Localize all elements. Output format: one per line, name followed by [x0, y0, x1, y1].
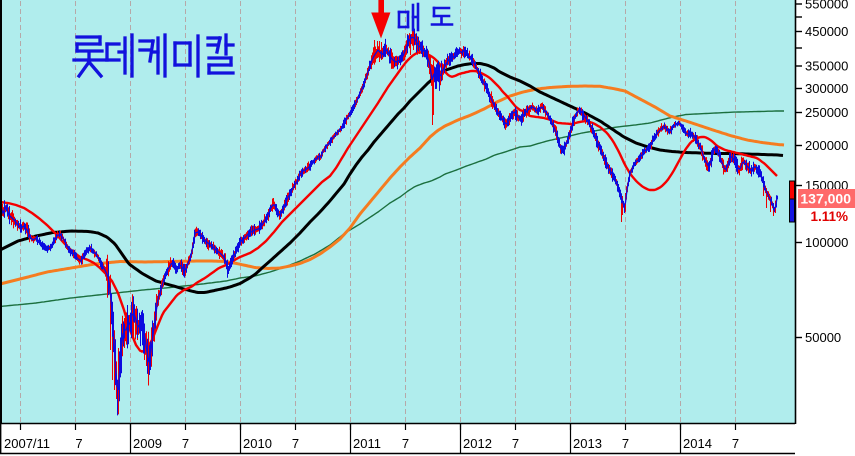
svg-text:7: 7 — [182, 436, 189, 451]
svg-text:2011: 2011 — [353, 436, 381, 451]
svg-text:50000: 50000 — [805, 330, 841, 345]
svg-text:1.11%: 1.11% — [810, 209, 848, 224]
svg-text:2009: 2009 — [133, 436, 162, 451]
svg-text:2007/11: 2007/11 — [4, 436, 50, 451]
svg-text:250000: 250000 — [805, 105, 848, 120]
svg-text:7: 7 — [622, 436, 629, 451]
svg-text:2012: 2012 — [463, 436, 492, 451]
svg-text:450000: 450000 — [805, 24, 848, 39]
svg-text:2010: 2010 — [243, 436, 272, 451]
svg-text:7: 7 — [512, 436, 519, 451]
svg-text:350000: 350000 — [805, 59, 848, 74]
svg-text:7: 7 — [75, 436, 82, 451]
svg-text:2013: 2013 — [573, 436, 602, 451]
svg-text:7: 7 — [732, 436, 739, 451]
svg-text:7: 7 — [292, 436, 299, 451]
svg-text:7: 7 — [402, 436, 409, 451]
svg-text:2014: 2014 — [683, 436, 712, 451]
svg-text:300000: 300000 — [805, 81, 848, 96]
svg-text:100000: 100000 — [805, 235, 848, 250]
svg-text:137,000: 137,000 — [800, 191, 851, 207]
svg-text:200000: 200000 — [805, 138, 848, 153]
svg-text:550000: 550000 — [805, 0, 848, 12]
